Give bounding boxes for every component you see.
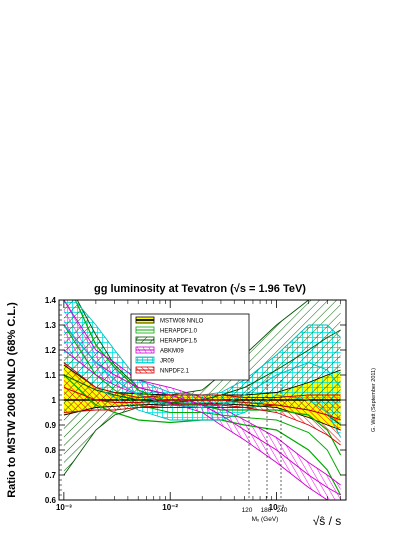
edge-lower-mstw08-nnlo <box>63 403 341 431</box>
mass-label-180: 180 <box>261 507 272 514</box>
y-axis: 0.6 0.7 0.8 0.9 1 1.1 1.2 1.3 1.4 <box>45 296 346 505</box>
y-tick-label: 1.3 <box>45 321 57 330</box>
y-tick-label: 1.2 <box>45 346 57 355</box>
central-line-herapdf1-0 <box>63 324 342 476</box>
y-tick-label: 1.1 <box>45 371 57 380</box>
y-tick-label: 0.8 <box>45 446 57 455</box>
x-axis-label: √ŝ / s <box>313 514 342 528</box>
central-line-jr09 <box>63 324 341 409</box>
band-herapdf1-5 <box>63 300 341 475</box>
x-axis: 10⁻³ 10⁻² 10⁻¹ <box>56 300 341 512</box>
y-axis-label: Ratio to MSTW 2008 NNLO (68% C.L.) <box>6 302 18 498</box>
chart-title: gg luminosity at Tevatron (√s = 1.96 TeV… <box>94 283 306 295</box>
central-line-abkm09 <box>63 324 341 496</box>
edge-upper-nnpdf2-1 <box>63 362 341 398</box>
x-tick-label: 10⁻³ <box>56 503 72 512</box>
line-layer <box>63 300 342 500</box>
mass-label-240: 240 <box>277 507 288 514</box>
mass-axis-label: Mₓ (GeV) <box>252 516 279 523</box>
edge-upper-abkm09 <box>63 300 341 486</box>
central-line-herapdf1-5 <box>63 329 341 404</box>
edge-upper-jr09 <box>73 300 341 396</box>
legend: MSTW08 NNLO HERAPDF1.0 HERAPDF1.5 ABKM09 JR0… <box>130 313 250 381</box>
edge-lower-abkm09 <box>63 349 329 500</box>
mass-label-120: 120 <box>242 507 253 514</box>
y-tick-label: 0.9 <box>45 421 57 430</box>
edge-lower-jr09 <box>63 362 341 438</box>
legend-label-jr09: JR09 <box>160 359 175 365</box>
legend-label-abkm09: ABKM09 <box>160 349 184 355</box>
y-tick-label: 1 <box>52 396 57 405</box>
edge-lower-nnpdf2-1 <box>63 404 341 446</box>
x-tick-label: 10⁻¹ <box>269 503 285 512</box>
author-note: G. Watt (September 2011) <box>371 368 377 432</box>
legend-label-mstw08-nnlo: MSTW08 NNLO <box>160 319 204 325</box>
y-tick-label: 1.4 <box>45 296 57 305</box>
legend-label-nnpdf2-1: NNPDF2.1 <box>160 369 190 375</box>
y-tick-label: 0.7 <box>45 471 57 480</box>
central-line-nnpdf2-1 <box>63 387 341 421</box>
legend-label-herapdf1-5: HERAPDF1.5 <box>160 339 198 345</box>
x-tick-label: 10⁻² <box>162 503 178 512</box>
legend-label-herapdf1-0: HERAPDF1.0 <box>160 329 198 335</box>
y-tick-label: 0.6 <box>45 496 57 505</box>
